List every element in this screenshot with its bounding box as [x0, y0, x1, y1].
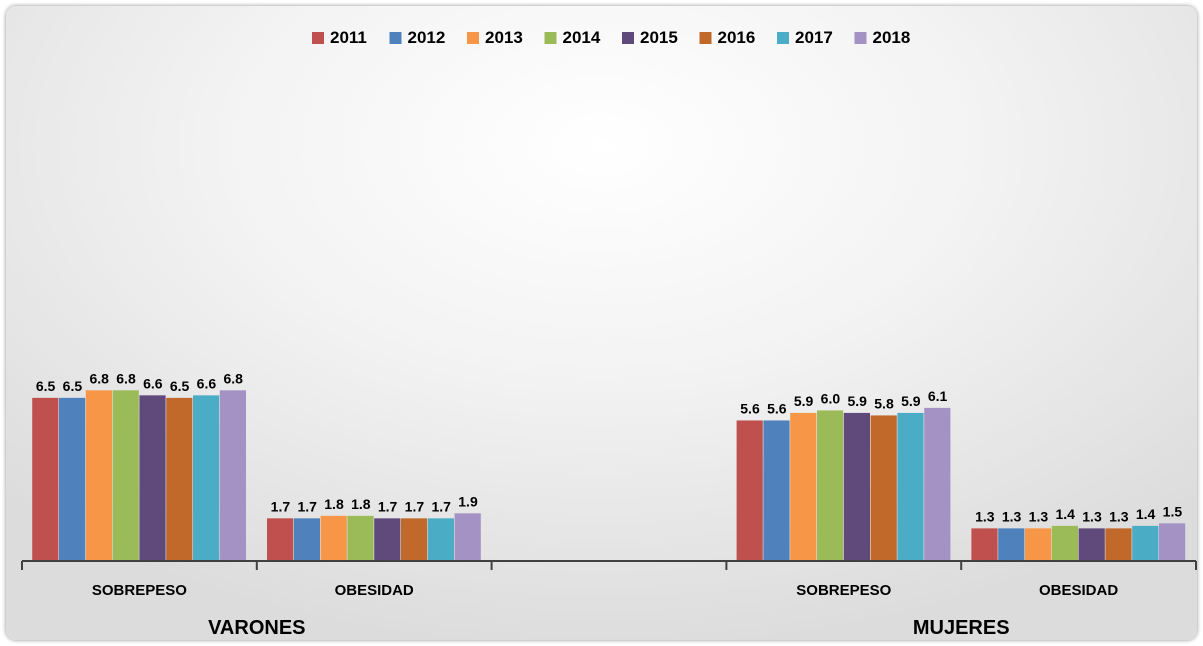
data-label-obesidad-4-2012: 1.3: [1002, 508, 1022, 524]
data-label-obesidad-1-2012: 1.7: [297, 498, 317, 514]
legend-swatch-2012: [389, 32, 402, 44]
bar-obesidad-4-2016: [1105, 528, 1132, 561]
data-label-obesidad-1-2015: 1.7: [378, 498, 398, 514]
legend-label-2013: 2013: [485, 28, 523, 47]
legend-swatch-2014: [544, 32, 557, 44]
bar-sobrepeso-3-2018: [924, 407, 951, 561]
legend-label-2018: 2018: [873, 28, 911, 47]
data-label-obesidad-1-2013: 1.8: [324, 496, 344, 512]
legend-label-2015: 2015: [640, 28, 678, 47]
group-label-varones: VARONES: [208, 617, 305, 639]
bar-obesidad-1-2011: [267, 518, 294, 561]
legend-swatch-2015: [622, 32, 634, 44]
data-label-sobrepeso-3-2014: 6.0: [821, 390, 841, 406]
data-label-sobrepeso-3-2017: 5.9: [901, 393, 921, 409]
data-label-sobrepeso-0-2012: 6.5: [63, 378, 83, 394]
data-label-sobrepeso-3-2011: 5.6: [740, 400, 760, 416]
legend-swatch-2013: [467, 32, 479, 44]
bar-obesidad-4-2012: [998, 528, 1025, 561]
bar-obesidad-1-2015: [374, 518, 401, 561]
data-label-obesidad-1-2017: 1.7: [431, 498, 451, 514]
legend-label-2014: 2014: [563, 28, 601, 47]
legend-label-2016: 2016: [718, 28, 756, 47]
bar-sobrepeso-3-2017: [897, 412, 924, 561]
category-label-sobrepeso-3: SOBREPESO: [796, 582, 891, 599]
legend-label-2011: 2011: [330, 28, 367, 47]
x-axis: [21, 560, 1197, 570]
data-label-obesidad-4-2016: 1.3: [1109, 508, 1129, 524]
data-label-sobrepeso-3-2013: 5.9: [794, 393, 814, 409]
data-label-sobrepeso-3-2012: 5.6: [767, 400, 787, 416]
legend-swatch-2016: [699, 32, 712, 44]
data-label-obesidad-1-2014: 1.8: [351, 496, 371, 512]
bar-sobrepeso-3-2013: [790, 412, 817, 561]
bar-sobrepeso-0-2017: [193, 395, 220, 561]
bar-obesidad-4-2017: [1132, 525, 1159, 561]
bar-obesidad-1-2016: [401, 518, 428, 561]
data-label-obesidad-4-2013: 1.3: [1029, 508, 1049, 524]
bar-obesidad-1-2014: [347, 515, 374, 561]
data-label-sobrepeso-3-2018: 6.1: [928, 388, 948, 404]
category-label-sobrepeso-0: SOBREPESO: [92, 582, 187, 599]
bar-sobrepeso-3-2016: [870, 415, 897, 561]
bar-obesidad-1-2018: [454, 513, 481, 561]
bar-sobrepeso-0-2015: [139, 395, 166, 561]
bars: [32, 390, 1186, 561]
group-labels: VARONES MUJERES: [208, 617, 1009, 639]
data-label-obesidad-4-2015: 1.3: [1082, 508, 1102, 524]
bar-obesidad-1-2013: [320, 515, 347, 561]
data-label-sobrepeso-0-2018: 6.8: [223, 370, 243, 386]
legend: 2011 2012 2013 2014 2015 2016 2017 2018: [312, 28, 910, 47]
bar-sobrepeso-0-2018: [219, 390, 246, 561]
data-label-obesidad-4-2018: 1.5: [1163, 503, 1183, 519]
bar-obesidad-4-2013: [1025, 528, 1052, 561]
bar-obesidad-4-2018: [1159, 523, 1186, 561]
group-label-mujeres: MUJERES: [913, 617, 1010, 639]
bar-sobrepeso-0-2014: [112, 390, 139, 561]
data-label-obesidad-4-2011: 1.3: [975, 508, 995, 524]
bar-sobrepeso-0-2016: [166, 397, 193, 561]
data-label-sobrepeso-0-2011: 6.5: [36, 378, 56, 394]
category-label-obesidad-1: OBESIDAD: [335, 582, 414, 599]
data-label-sobrepeso-0-2017: 6.6: [197, 375, 217, 391]
data-label-obesidad-1-2011: 1.7: [271, 498, 291, 514]
category-labels: SOBREPESO OBESIDAD SOBREPESO OBESIDAD: [92, 582, 1118, 599]
legend-label-2017: 2017: [795, 28, 833, 47]
bar-obesidad-4-2014: [1051, 525, 1078, 561]
data-label-obesidad-4-2017: 1.4: [1136, 506, 1156, 522]
bar-obesidad-4-2011: [971, 528, 998, 561]
bar-obesidad-1-2012: [293, 518, 320, 561]
bar-sobrepeso-3-2012: [763, 420, 790, 561]
category-label-obesidad-4: OBESIDAD: [1039, 582, 1118, 599]
data-label-sobrepeso-0-2014: 6.8: [116, 370, 136, 386]
bar-sobrepeso-0-2012: [59, 397, 86, 561]
data-label-obesidad-4-2014: 1.4: [1055, 506, 1075, 522]
bar-sobrepeso-0-2011: [32, 397, 59, 561]
legend-label-2012: 2012: [408, 28, 446, 47]
data-label-sobrepeso-0-2013: 6.8: [89, 370, 109, 386]
data-label-sobrepeso-0-2015: 6.6: [143, 375, 163, 391]
bar-sobrepeso-3-2014: [817, 410, 844, 561]
bar-sobrepeso-0-2013: [85, 390, 112, 561]
legend-swatch-2018: [854, 32, 867, 44]
data-label-sobrepeso-3-2016: 5.8: [874, 395, 894, 411]
data-label-obesidad-1-2018: 1.9: [458, 493, 478, 509]
bar-obesidad-4-2015: [1078, 528, 1105, 561]
data-label-sobrepeso-3-2015: 5.9: [847, 393, 867, 409]
legend-swatch-2017: [777, 32, 789, 44]
legend-swatch-2011: [312, 32, 324, 44]
bar-sobrepeso-3-2015: [843, 412, 870, 561]
bar-obesidad-1-2017: [427, 518, 454, 561]
data-label-sobrepeso-0-2016: 6.5: [170, 378, 190, 394]
data-labels: 6.5 6.5 6.8 6.8 6.6 6.5 6.6 6.8 1.7 1.7 1.8 1.8 1.7 1…: [36, 370, 1182, 524]
data-label-obesidad-1-2016: 1.7: [405, 498, 425, 514]
bar-sobrepeso-3-2011: [736, 420, 763, 561]
